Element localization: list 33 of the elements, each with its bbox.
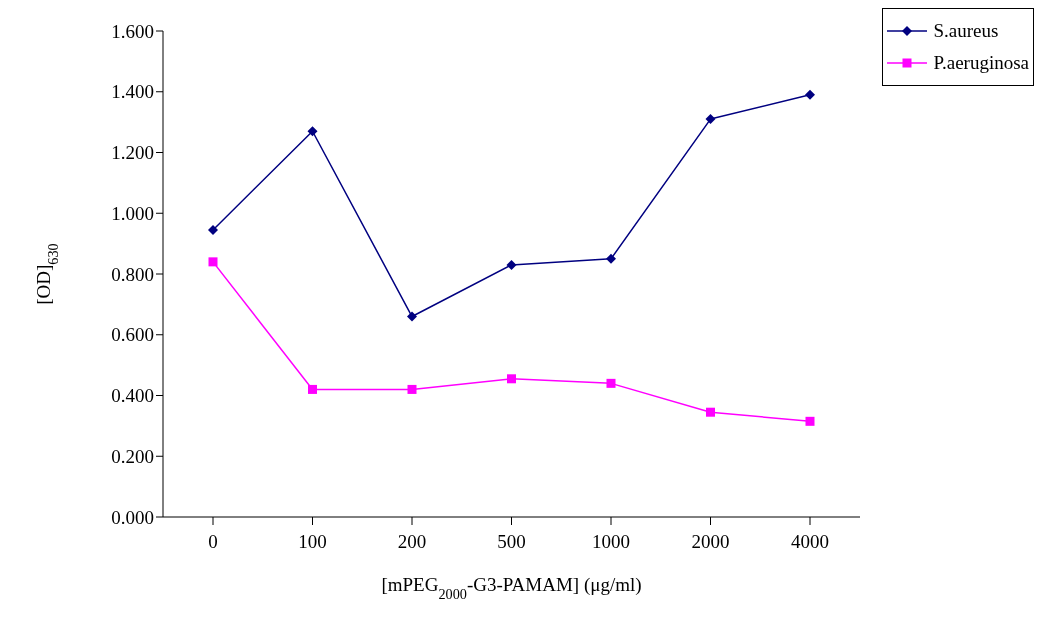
point — [307, 126, 318, 137]
point — [705, 114, 716, 125]
x-tick-label: 200 — [397, 531, 427, 553]
point — [208, 224, 218, 235]
x-tick-label: 100 — [298, 531, 327, 553]
y-tick-label: 1.600 — [111, 20, 154, 42]
legend-label: P.aeruginosa — [933, 52, 1029, 74]
y-tick-label: 0.200 — [111, 445, 154, 467]
point — [606, 253, 616, 264]
x-tick-label: 4000 — [791, 531, 829, 553]
x-axis-title: [mPEG$_{2000}$-G3-PAMAM] (μg/ml) — [381, 574, 642, 602]
y-tick-label: 0.000 — [111, 506, 154, 528]
point — [805, 416, 815, 426]
point — [706, 407, 715, 417]
point — [407, 384, 417, 394]
x-tick-label: 1000 — [592, 531, 630, 553]
y-tick-label: 0.600 — [111, 324, 154, 346]
y-tick-label: 1.200 — [111, 142, 154, 164]
y-tick-label: 1.000 — [111, 202, 154, 224]
y-tick-label: 1.400 — [111, 81, 154, 103]
point — [805, 89, 815, 100]
x-tick-label: 500 — [497, 531, 526, 553]
point — [407, 311, 417, 322]
point — [506, 259, 517, 270]
point — [308, 384, 317, 394]
y-tick-label: 0.400 — [111, 385, 154, 407]
y-tick-label: 0.800 — [111, 263, 154, 285]
x-tick-label: 0 — [208, 531, 218, 553]
x-tick-label: 2000 — [691, 531, 730, 553]
point — [606, 378, 616, 388]
legend-label: S.aureus — [933, 20, 999, 42]
point — [507, 374, 516, 384]
point — [208, 257, 218, 267]
